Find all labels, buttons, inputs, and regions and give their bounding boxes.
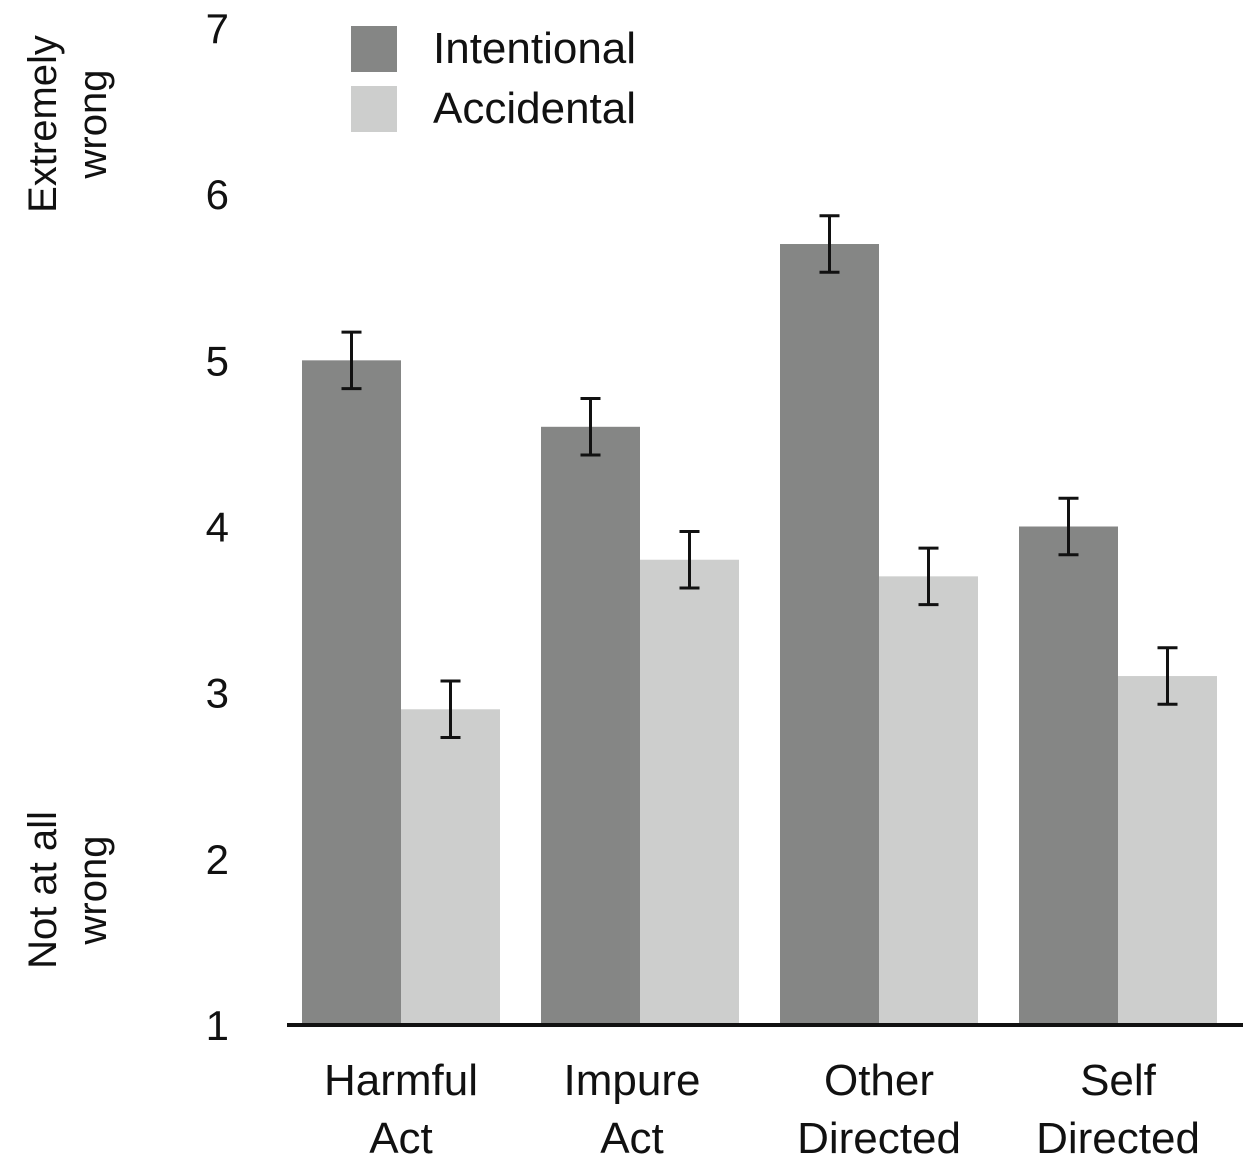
- y-tick-label-4: 4: [206, 504, 229, 551]
- x-tick-label-impure-act-line-1: Impure: [564, 1056, 701, 1105]
- bar-harmful-act-accidental: [401, 709, 500, 1025]
- bar-other-directed-accidental: [879, 576, 978, 1025]
- legend-label-intentional: Intentional: [433, 24, 636, 73]
- x-tick-label-harmful-act-line-2: Act: [369, 1114, 433, 1156]
- legend-swatch-intentional: [351, 26, 397, 72]
- y-anchor-bottom-line-2: wrong: [71, 836, 115, 946]
- error-bar-impure-act-accidental: [679, 529, 700, 590]
- y-anchor-bottom: Not at all wrong: [21, 811, 115, 969]
- y-anchor-top: Extremely wrong: [21, 35, 115, 213]
- bar-harmful-act-intentional: [302, 360, 401, 1025]
- x-tick-label-other-directed-line-2: Directed: [797, 1114, 961, 1156]
- error-bar-impure-act-intentional: [580, 397, 601, 457]
- y-anchor-bottom-line-1: Not at all: [21, 811, 65, 969]
- legend-label-accidental: Accidental: [433, 84, 636, 133]
- y-anchor-top-line-1: Extremely: [21, 35, 65, 213]
- y-axis-ticks: 1 2 3 4 5 6 7: [206, 5, 229, 1049]
- x-tick-label-self-directed-line-2: Directed: [1036, 1114, 1200, 1156]
- legend-swatch-accidental: [351, 86, 397, 132]
- error-bars: [341, 214, 1178, 740]
- y-tick-label-2: 2: [206, 836, 229, 883]
- y-tick-label-7: 7: [206, 5, 229, 52]
- x-tick-label-harmful-act-line-1: Harmful: [324, 1056, 478, 1105]
- bar-impure-act-accidental: [640, 559, 739, 1025]
- error-bar-other-directed-accidental: [918, 546, 939, 607]
- y-tick-label-3: 3: [206, 670, 229, 717]
- error-bar-self-directed-accidental: [1157, 646, 1178, 706]
- legend: Intentional Accidental: [351, 24, 636, 133]
- y-tick-label-6: 6: [206, 171, 229, 218]
- bar-other-directed-intentional: [780, 244, 879, 1025]
- error-bar-harmful-act-intentional: [341, 330, 362, 391]
- y-anchor-top-line-2: wrong: [71, 70, 115, 180]
- x-tick-label-impure-act-line-2: Act: [600, 1114, 664, 1156]
- error-bar-other-directed-intentional: [819, 214, 840, 274]
- bar-self-directed-accidental: [1118, 676, 1217, 1025]
- x-tick-label-self-directed-line-1: Self: [1080, 1056, 1157, 1105]
- bar-impure-act-intentional: [541, 426, 640, 1025]
- x-tick-label-other-directed-line-1: Other: [824, 1056, 934, 1105]
- error-bar-self-directed-intentional: [1058, 496, 1079, 557]
- bar-self-directed-intentional: [1019, 526, 1118, 1025]
- bars: [302, 244, 1217, 1025]
- x-axis-category-labels: Harmful Act Impure Act Other Directed Self Dire…: [324, 1056, 1200, 1161]
- y-tick-label-1: 1: [206, 1002, 229, 1049]
- y-tick-label-5: 5: [206, 337, 229, 384]
- error-bar-harmful-act-accidental: [440, 679, 461, 740]
